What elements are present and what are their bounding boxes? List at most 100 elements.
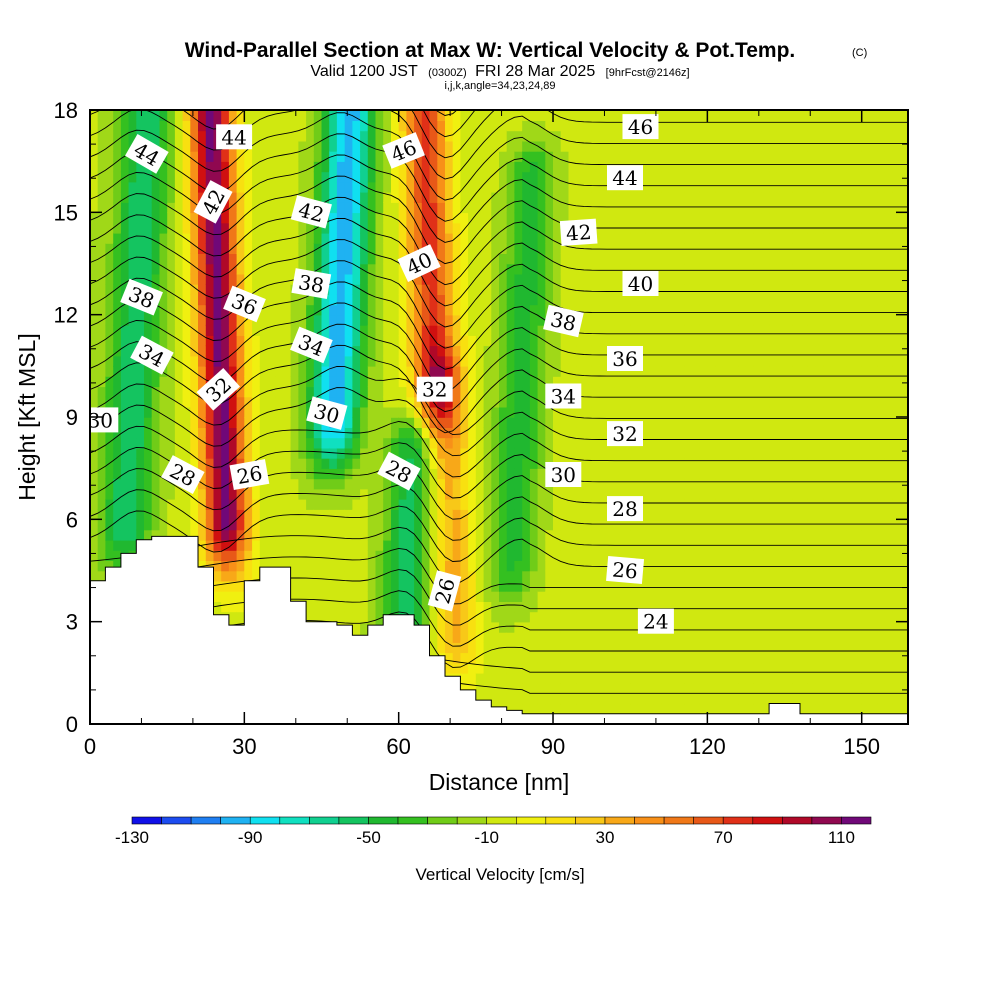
velocity-cell <box>321 324 330 336</box>
velocity-cell <box>529 652 539 664</box>
velocity-cell <box>367 140 377 152</box>
velocity-cell <box>522 110 531 121</box>
velocity-cell <box>529 601 539 613</box>
velocity-cell <box>182 120 192 132</box>
velocity-cell <box>599 611 608 623</box>
velocity-cell <box>560 294 570 306</box>
velocity-cell <box>691 314 701 326</box>
velocity-cell <box>321 243 330 254</box>
velocity-cell <box>90 519 99 531</box>
velocity-cell <box>321 509 330 521</box>
velocity-cell <box>452 284 462 295</box>
velocity-cell <box>684 631 693 643</box>
velocity-cell <box>514 284 523 295</box>
velocity-cell <box>228 161 238 173</box>
velocity-cell <box>105 519 114 531</box>
velocity-cell <box>630 324 639 336</box>
velocity-cell <box>553 621 562 633</box>
velocity-cell <box>653 232 662 244</box>
velocity-cell <box>167 253 176 265</box>
velocity-cell <box>452 191 462 203</box>
velocity-cell <box>306 324 315 336</box>
velocity-cell <box>313 120 323 132</box>
velocity-cell <box>460 631 469 643</box>
velocity-cell <box>375 417 384 428</box>
velocity-cell <box>159 509 168 521</box>
velocity-cell <box>90 550 99 561</box>
velocity-cell <box>113 120 122 132</box>
velocity-cell <box>429 498 438 510</box>
velocity-cell <box>553 509 562 521</box>
velocity-cell <box>336 468 346 480</box>
velocity-cell <box>522 191 531 203</box>
velocity-cell <box>583 529 593 541</box>
velocity-cell <box>306 140 315 152</box>
velocity-cell <box>591 621 601 633</box>
velocity-cell <box>267 406 276 418</box>
velocity-cell <box>352 171 361 183</box>
velocity-cell <box>583 611 593 623</box>
velocity-cell <box>128 324 138 336</box>
velocity-cell <box>684 662 693 674</box>
velocity-cell <box>306 447 315 459</box>
velocity-cell <box>375 130 384 142</box>
velocity-cell <box>553 161 562 173</box>
velocity-cell <box>730 672 739 684</box>
velocity-cell <box>313 601 323 613</box>
velocity-cell <box>522 386 531 398</box>
velocity-cell <box>275 417 284 428</box>
velocity-cell <box>599 478 608 490</box>
velocity-cell <box>491 202 500 214</box>
velocity-cell <box>568 304 577 316</box>
velocity-cell <box>691 570 701 582</box>
velocity-cell <box>313 130 323 142</box>
velocity-cell <box>221 406 230 418</box>
velocity-cell <box>344 202 354 214</box>
velocity-cell <box>568 437 577 449</box>
velocity-cell <box>190 150 199 162</box>
velocity-cell <box>553 693 562 705</box>
velocity-cell <box>514 591 523 602</box>
velocity-cell <box>707 509 716 521</box>
velocity-cell <box>391 212 400 224</box>
velocity-cell <box>244 324 253 336</box>
velocity-cell <box>336 488 346 500</box>
velocity-cell <box>375 232 384 244</box>
velocity-cell <box>460 611 469 623</box>
velocity-cell <box>707 591 716 602</box>
velocity-cell <box>529 437 539 449</box>
velocity-cell <box>159 110 168 121</box>
velocity-cell <box>506 601 516 613</box>
velocity-cell <box>475 253 485 265</box>
velocity-cell <box>599 345 608 357</box>
velocity-cell <box>437 120 446 132</box>
velocity-cell <box>105 355 114 367</box>
velocity-cell <box>406 386 415 398</box>
velocity-cell <box>676 703 685 715</box>
velocity-cell <box>560 488 570 500</box>
velocity-cell <box>398 181 408 193</box>
velocity-cell <box>437 284 446 295</box>
velocity-cell <box>329 120 338 132</box>
velocity-cell <box>707 273 716 285</box>
velocity-cell <box>306 150 315 162</box>
velocity-cell <box>668 202 678 214</box>
velocity-cell <box>645 232 655 244</box>
velocity-cell <box>514 365 523 377</box>
velocity-cell <box>321 314 330 326</box>
velocity-cell <box>198 273 207 285</box>
velocity-cell <box>522 560 531 572</box>
velocity-cell <box>228 222 238 234</box>
velocity-cell <box>514 672 523 684</box>
velocity-cell <box>213 427 222 439</box>
velocity-cell <box>290 181 300 193</box>
velocity-cell <box>715 672 724 684</box>
velocity-cell <box>259 171 269 183</box>
velocity-cell <box>352 222 361 234</box>
velocity-cell <box>198 396 207 408</box>
velocity-cell <box>661 243 670 254</box>
velocity-cell <box>707 396 716 408</box>
velocity-cell <box>306 468 315 480</box>
velocity-cell <box>282 304 292 316</box>
velocity-cell <box>414 355 423 367</box>
